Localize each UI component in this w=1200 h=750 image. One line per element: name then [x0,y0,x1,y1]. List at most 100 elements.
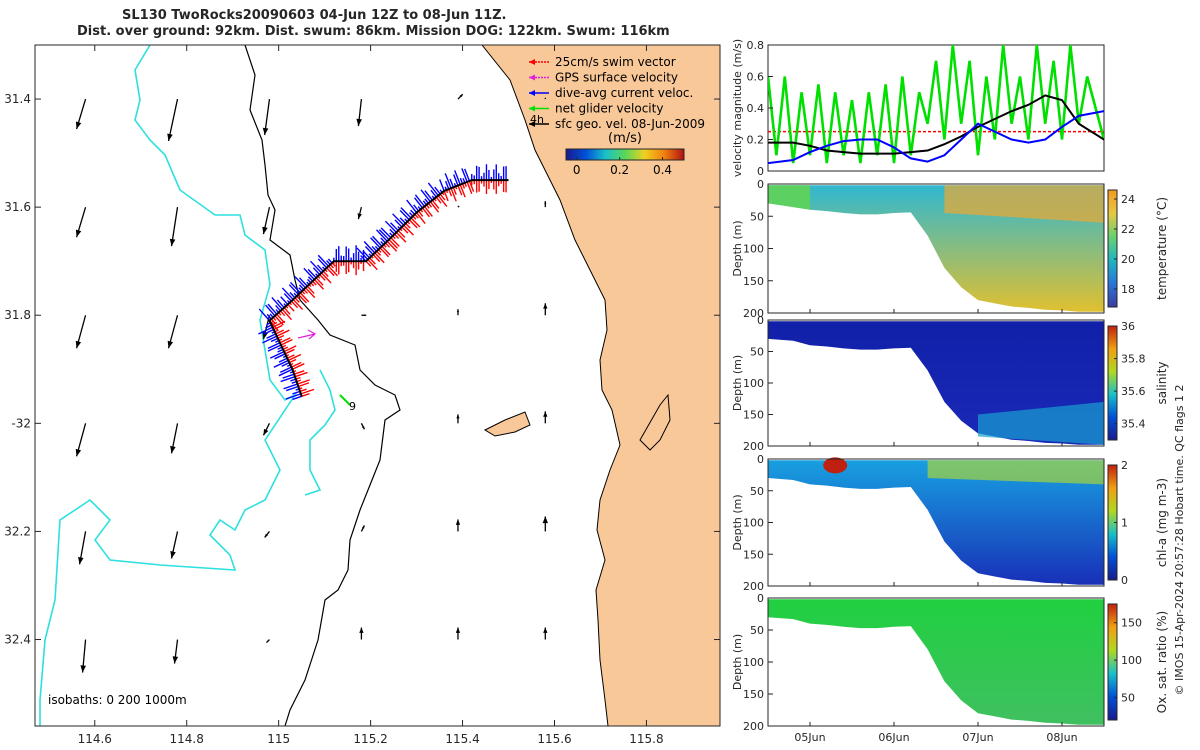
geo-velocity-arrow [360,525,365,532]
oxygen-y-tick-label: 0 [757,592,764,605]
swim-vector-fan [268,180,507,397]
geo-velocity-arrow [264,531,270,538]
time-axis-tick-label: 06Jun [878,731,909,744]
temperature-colorbar-tick-label: 24 [1121,193,1135,206]
copyright-note: © IMOS 15-Apr-2024 20:57:28 Hobart time.… [1173,385,1186,696]
map-y-tick-label: 31.8 [4,308,31,322]
salinity-colorbar [1107,325,1118,441]
geo-velocity-arrow [75,98,87,130]
geo-velocity-arrow [262,423,271,436]
gps-velocity-mark [297,329,317,340]
track-annotation-9: 9 [349,400,356,413]
geo-velocity-arrow [262,98,271,136]
coast-inlet [639,393,671,451]
salinity-colorbar-label: salinity [1155,361,1169,404]
oxygen-y-tick-label: 150 [743,688,764,701]
oxygen-colorbar-tick-label: 100 [1121,654,1142,667]
map-frame [34,44,721,727]
geo-velocity-arrow [172,639,179,664]
chl-colorbar-label: chl-a (mg m-3) [1155,478,1169,567]
geo-velocity-arrow [356,98,363,127]
geo-velocity-arrow [543,303,548,316]
oxygen-y-tick-label: 200 [743,720,764,733]
time-axis-tick-label: 05Jun [794,731,825,744]
legend-label: GPS surface velocity [555,71,678,85]
oxygen-panel: 0 50 100 150 200 Depth (m) 50 100 150 Ox. sat. ra… [731,592,1169,733]
geo-velocity-arrow [359,627,364,640]
geo-velocity-arrow [542,516,549,532]
temperature-y-tick-label: 100 [743,243,764,256]
temperature-colorbar [1107,189,1118,308]
velocity-y-tick-label: 0 [757,165,764,178]
temperature-y-label: Depth (m) [731,220,744,276]
chl-colorbar-tick-label: 0 [1121,574,1128,587]
map-x-tick-label: 115.6 [537,732,571,746]
map-colorbar-label: (m/s) [608,131,642,146]
chl-surface-layer [927,460,1104,485]
chl-y-tick-label: 100 [743,517,764,530]
temperature-colorbar-tick-label: 22 [1121,223,1135,236]
map-y-tick-label: -32 [11,416,31,430]
salinity-y-tick-label: 0 [757,314,764,327]
map-y-tick-label: 32.4 [4,633,31,647]
geo-velocity-arrow [543,411,548,424]
isobaths-label: isobaths: 0 200 1000m [48,693,187,707]
legend-arrowhead [529,59,535,65]
legend-label: net glider velocity [555,102,663,116]
temperature-y-tick-label: 200 [743,307,764,320]
temperature-panel: 0 50 100 150 200 Depth (m) 18 20 22 24 temperature… [731,178,1169,320]
map-x-tick-label: 115.4 [445,732,479,746]
legend-arrowhead [529,105,535,112]
legend-entry: net glider velocity [529,102,663,116]
chl-data-field [768,460,1104,585]
chl-y-tick-label: 0 [757,453,764,466]
geo-velocity-arrow [78,531,87,565]
legend-entry: GPS surface velocity [529,71,678,85]
geo-velocity-arrow [170,423,179,454]
chl-y-tick-label: 150 [743,548,764,561]
map-x-tick-label: 115 [267,732,290,746]
salinity-y-tick-label: 50 [750,346,764,359]
geo-velocity-arrow [543,627,548,640]
map-y-tick-label: 31.6 [4,200,31,214]
temperature-y-tick-label: 50 [750,210,764,223]
velocity-series-line [768,110,1104,165]
map-legend: 25cm/s swim vector GPS surface velocitydi… [529,55,705,131]
legend-entry: sfc geo. vel. 08-Jun-2009 [529,117,705,131]
land-area [481,45,720,726]
island-rottnest [483,411,531,437]
legend-label: 25cm/s swim vector [555,55,676,69]
oxygen-colorbar-tick-label: 50 [1121,692,1135,705]
salinity-deep-layer [978,401,1104,445]
chl-y-label: Depth (m) [731,494,744,550]
oxygen-colorbar-label: Ox. sat. ratio (%) [1155,611,1169,713]
velocity-y-tick-label: 0.4 [747,102,765,115]
map-x-tick-label: 115.2 [353,732,387,746]
map-content: 94h [35,45,720,726]
isobath-1000m [39,45,298,726]
geo-velocity-arrow [360,423,365,430]
map-colorbar-tick-label: 0.4 [653,163,672,177]
map-x-tick-label: 115.8 [629,732,663,746]
geo-velocity-arrow [75,315,87,349]
geo-velocity-arrow [266,639,270,643]
time-axis-tick-label: 07Jun [962,731,993,744]
chl-panel: 0 50 100 150 200 Depth (m) 0 1 2 chl-a (mg m-3) [731,453,1169,593]
map-colorbar-tick-label: 0.2 [610,163,629,177]
chart-title-line1: SL130 TwoRocks20090603 04-Jun 12Z to 08-… [122,8,507,23]
salinity-y-label: Depth (m) [731,355,744,411]
geo-velocity-arrow [357,206,363,220]
chl-surface-bloom [823,457,848,474]
map-y-tick-label: 32.2 [4,524,31,538]
map-colorbar-bar [565,148,685,161]
chart-title-line2: Dist. over ground: 92km. Dist. swum: 86k… [77,24,670,39]
geo-velocity-arrow [457,205,460,208]
legend-label: dive-avg current veloc. [555,86,693,100]
oxygen-colorbar [1107,603,1118,721]
velocity-y-tick-label: 0.2 [747,134,765,147]
legend-entry: dive-avg current veloc. [529,86,693,100]
oxygen-y-tick-label: 50 [750,624,764,637]
salinity-colorbar-tick-label: 35.8 [1121,353,1146,366]
temperature-y-tick-label: 150 [743,275,764,288]
